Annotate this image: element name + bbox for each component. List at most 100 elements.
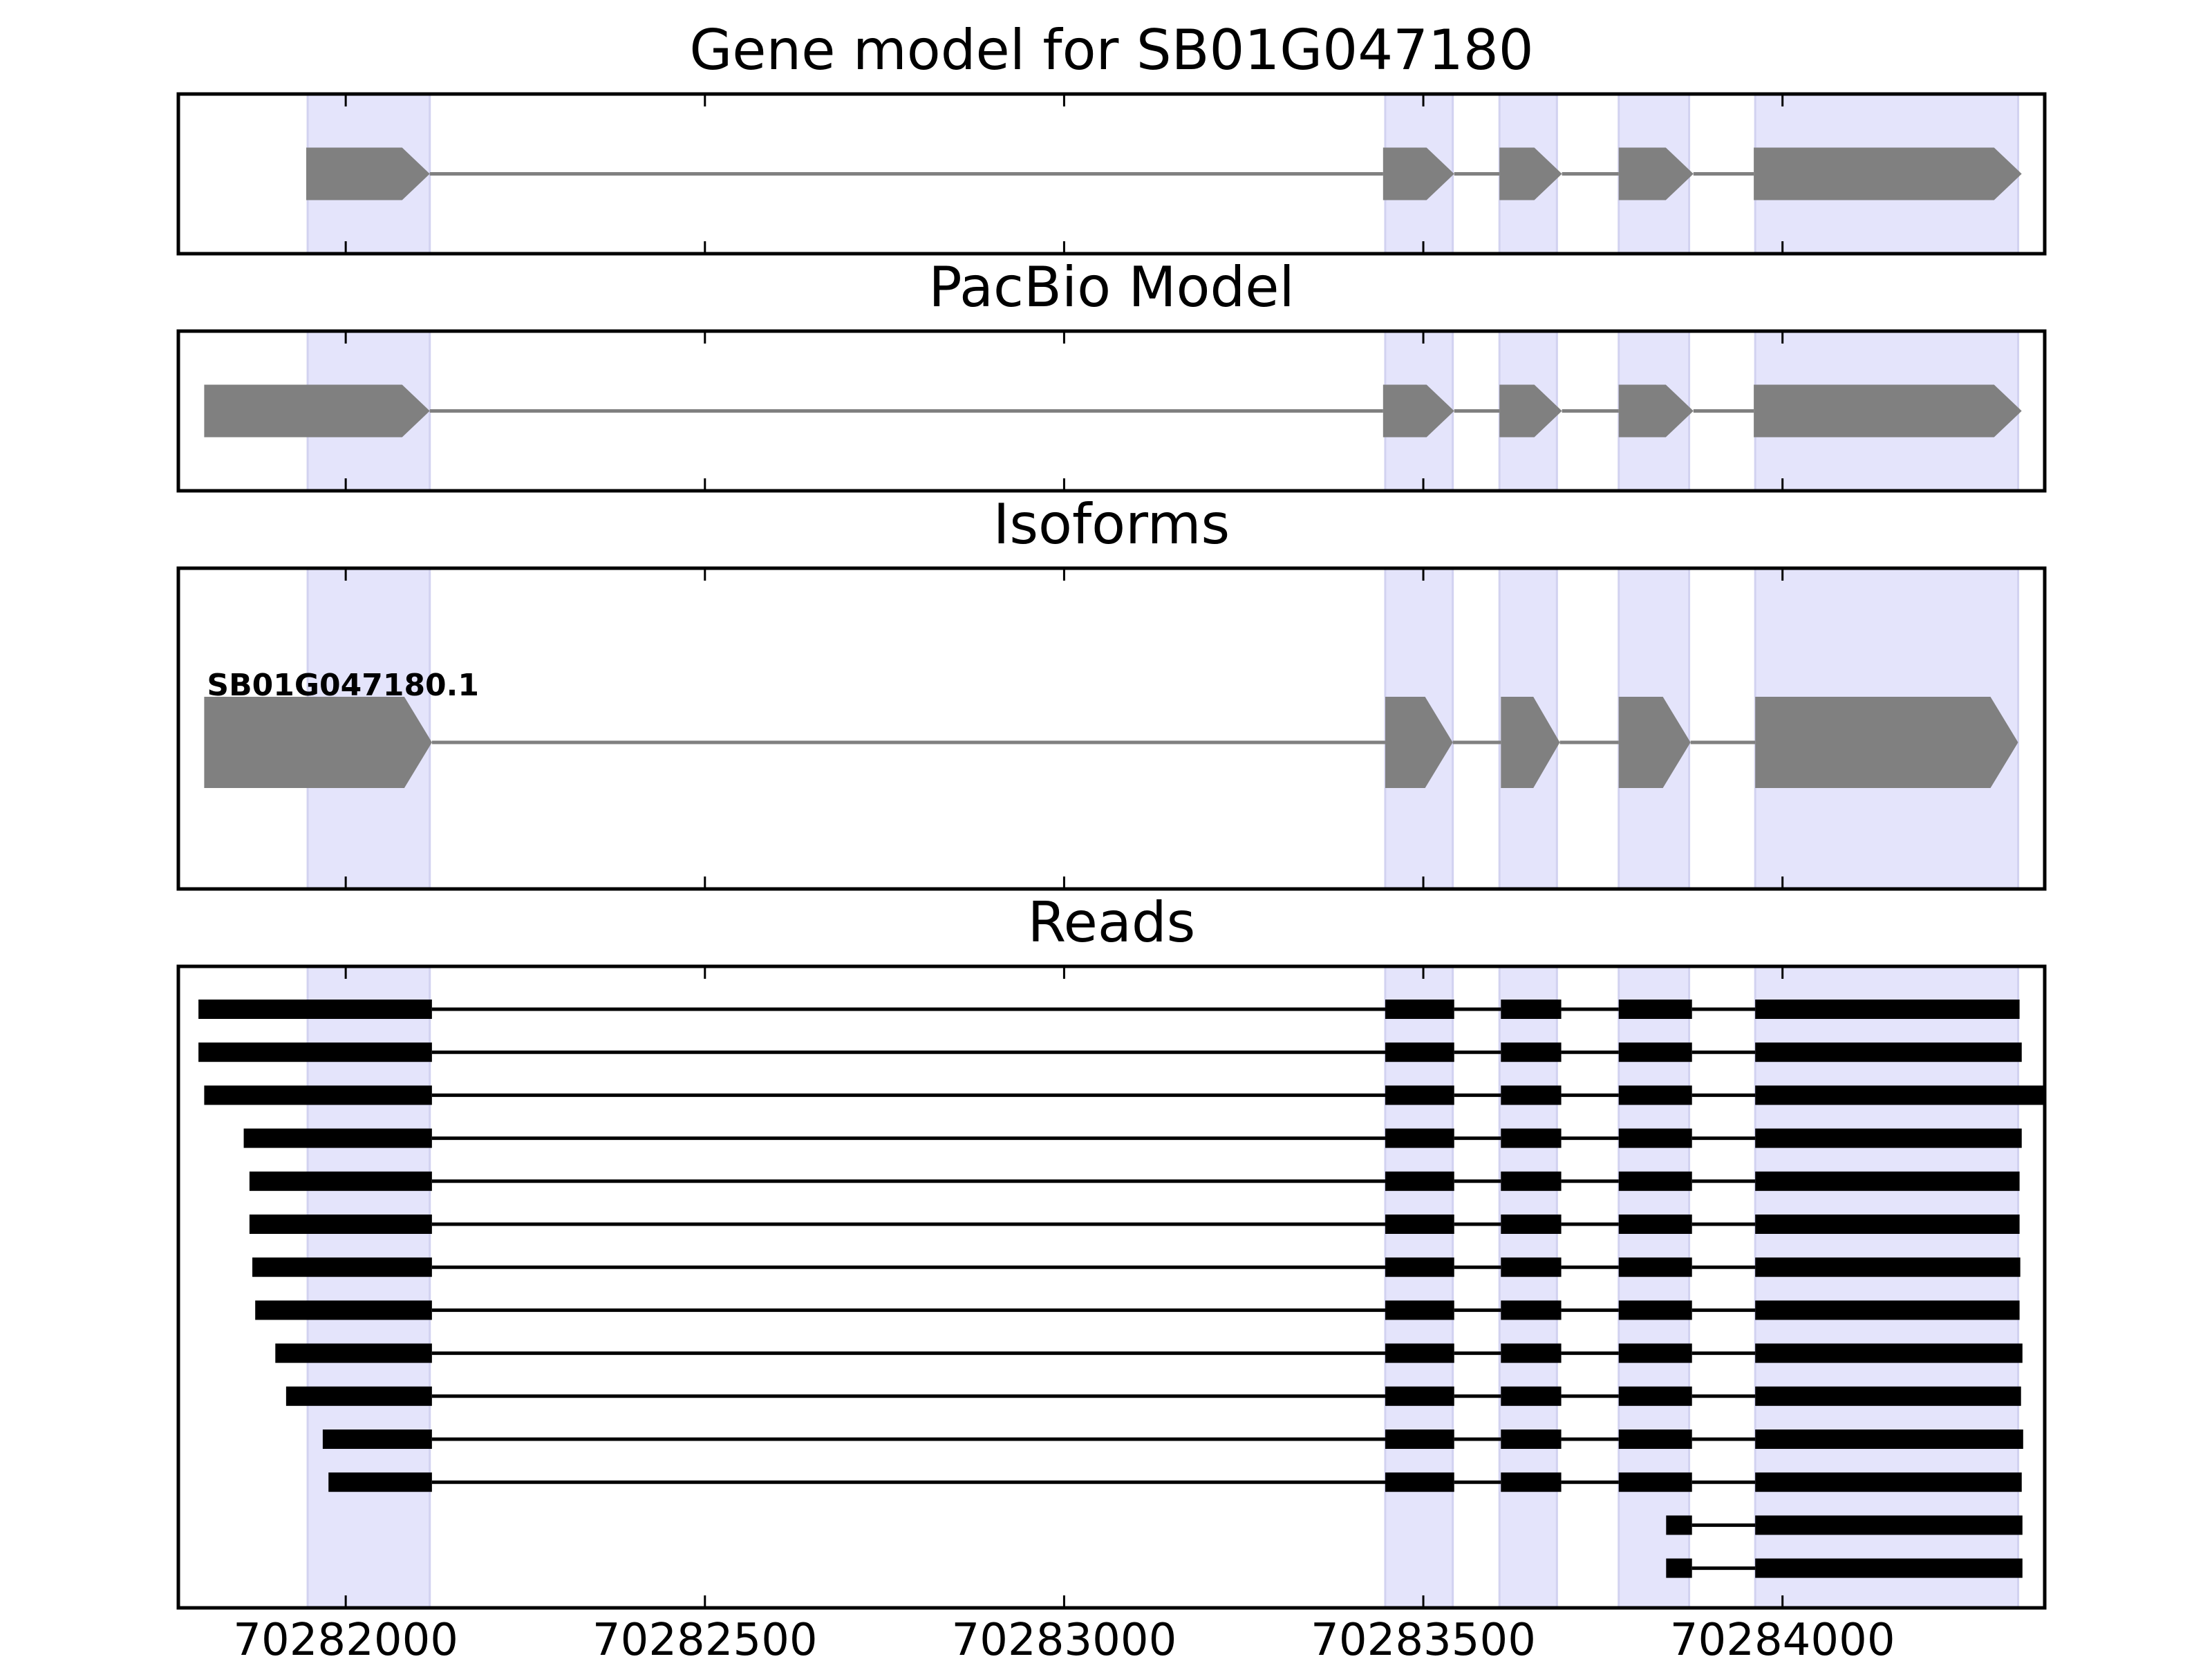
read-exon [249, 1215, 432, 1234]
isoform-1-exon-2 [1385, 697, 1453, 788]
read-row [249, 1215, 2020, 1234]
read-row [322, 1430, 2023, 1449]
isoform-1-exon-1 [204, 697, 432, 788]
x-tick-label: 70284000 [1670, 1615, 1895, 1659]
read-exon [1501, 1085, 1562, 1105]
read-exon [1501, 1215, 1562, 1234]
gene-model-exon-3 [1499, 147, 1562, 200]
read-exon [1618, 1042, 1692, 1062]
gene-model-exon-4 [1618, 147, 1694, 200]
read-exon [1385, 1472, 1454, 1492]
read-exon [1618, 1343, 1692, 1363]
read-exon [1501, 1171, 1562, 1191]
read-exon [1755, 1215, 2020, 1234]
gene-model-exon-4 [1618, 384, 1694, 438]
read-exon [1501, 1000, 1562, 1019]
highlight-region-5 [1754, 965, 2020, 1609]
read-exon [328, 1472, 432, 1492]
read-exon [1501, 1042, 1562, 1062]
x-tick-label: 70282500 [592, 1615, 818, 1659]
read-exon [1501, 1386, 1562, 1406]
read-exon [1755, 1515, 2023, 1535]
read-exon [1755, 1257, 2021, 1277]
read-exon [1618, 1000, 1692, 1019]
read-exon [275, 1343, 432, 1363]
read-exon [1385, 1000, 1454, 1019]
read-row [243, 1128, 2022, 1148]
panels-layer: Gene model for SB01G047180 PacBio Model SB… [176, 18, 2047, 1659]
read-row [285, 1386, 2021, 1406]
read-row [1666, 1558, 2023, 1578]
highlight-region-4 [1618, 965, 1691, 1609]
read-exon [1666, 1515, 1692, 1535]
read-exon [1385, 1343, 1454, 1363]
read-exon [204, 1085, 432, 1105]
panel-title: PacBio Model [928, 255, 1294, 319]
x-tick-label: 70282000 [233, 1615, 458, 1659]
read-exon [249, 1171, 432, 1191]
read-exon [1755, 1558, 2023, 1578]
read-exon [1755, 1128, 2022, 1148]
read-exon [1385, 1085, 1454, 1105]
read-exon [1618, 1430, 1692, 1449]
read-exon [1755, 1386, 2021, 1406]
read-exon [1755, 1171, 2020, 1191]
axes-frame [176, 92, 2047, 256]
axes-frame [176, 329, 2047, 493]
read-exon [1618, 1128, 1692, 1148]
read-exon [198, 1000, 432, 1019]
read-exon [1385, 1215, 1454, 1234]
read-exon [1501, 1300, 1562, 1320]
read-exon [252, 1257, 432, 1277]
read-exon [198, 1042, 432, 1062]
highlight-region-1 [306, 965, 431, 1609]
read-row [255, 1300, 2020, 1320]
read-exon [1385, 1386, 1454, 1406]
read-exon [1501, 1472, 1562, 1492]
panel-2: PacBio Model [176, 255, 2047, 493]
gene-model-exon-2 [1382, 384, 1454, 438]
read-exon [1501, 1430, 1562, 1449]
read-exon [255, 1300, 432, 1320]
axes-frame [176, 964, 2047, 1610]
axes-frame [176, 566, 2047, 891]
read-exon [1755, 1300, 2020, 1320]
panel-title: Reads [1028, 890, 1196, 955]
read-exon [1618, 1215, 1692, 1234]
read-exon [322, 1430, 432, 1449]
panel-title: Gene model for SB01G047180 [689, 18, 1533, 82]
read-row [198, 1042, 2022, 1062]
read-exon [1385, 1430, 1454, 1449]
read-exon [1618, 1300, 1692, 1320]
isoform-1-exon-5 [1755, 697, 2018, 788]
read-exon [1755, 1343, 2023, 1363]
read-exon [1501, 1343, 1562, 1363]
x-tick-label: 70283000 [952, 1615, 1177, 1659]
isoform-label: SB01G047180.1 [207, 668, 479, 703]
read-exon [243, 1128, 432, 1148]
read-exon [1385, 1171, 1454, 1191]
read-exon [1618, 1085, 1692, 1105]
read-row [198, 1000, 2020, 1019]
read-exon [1618, 1386, 1692, 1406]
read-row [204, 1085, 2045, 1105]
read-exon [1618, 1472, 1692, 1492]
highlight-region-2 [1384, 965, 1454, 1609]
panel-title: Isoforms [993, 492, 1230, 556]
read-row [1666, 1515, 2023, 1535]
read-exon [1618, 1257, 1692, 1277]
read-exon [1385, 1300, 1454, 1320]
read-row [328, 1472, 2022, 1492]
isoform-1-exon-4 [1618, 697, 1691, 788]
read-row [275, 1343, 2023, 1363]
read-exon [1385, 1128, 1454, 1148]
read-exon [1755, 1085, 2045, 1105]
gene-model-exon-3 [1499, 384, 1562, 438]
read-exon [1755, 1042, 2022, 1062]
read-exon [1501, 1128, 1562, 1148]
read-exon [1755, 1000, 2020, 1019]
gene-model-exon-1 [204, 384, 430, 438]
gene-model-exon-1 [306, 147, 430, 200]
read-exon [285, 1386, 432, 1406]
